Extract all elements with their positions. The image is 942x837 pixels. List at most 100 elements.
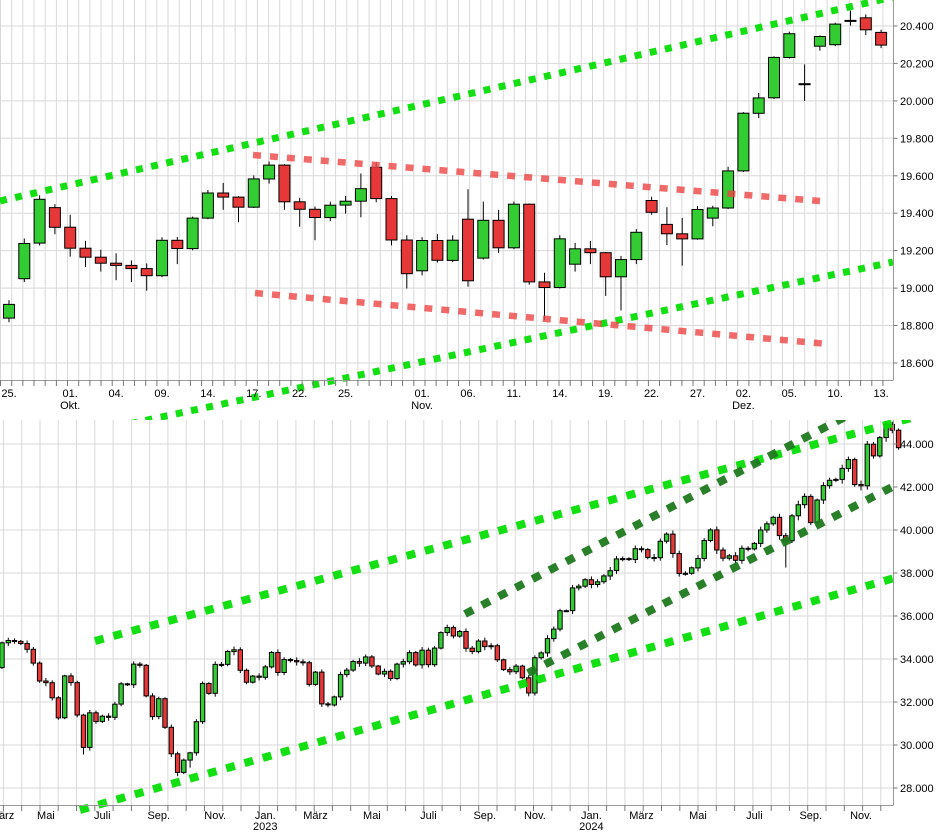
candle-up [268, 652, 275, 668]
candle-up [657, 540, 663, 559]
candle-down [294, 660, 300, 663]
candle-up [446, 239, 459, 261]
candle-down [852, 459, 858, 486]
descending-channel-lower-line [254, 289, 829, 348]
candle-up [406, 652, 413, 663]
candle-up [844, 19, 857, 22]
candle-up [186, 217, 199, 250]
candle-up [181, 759, 187, 773]
candle-down [278, 164, 291, 203]
candles [3, 10, 888, 323]
dax-chart-panel[interactable]: 25. 01. Okt. 04. 09. 14. 17. 22. 25. 01. Nov. 06. 11… [0, 0, 942, 420]
candle-down [375, 665, 381, 675]
candle-up [247, 178, 260, 208]
broad-channel-lower-line [78, 573, 900, 814]
candle-up [201, 192, 214, 219]
candle-down [300, 661, 306, 664]
candle-up [419, 649, 425, 666]
candle-down [206, 683, 212, 694]
x-axis-label: Sep. [799, 810, 822, 822]
x-axis-label: 14. [200, 388, 215, 400]
candle-down [43, 680, 49, 684]
candle-down [895, 429, 902, 449]
candle-up [798, 83, 811, 86]
x-axis-label: 10. [828, 388, 843, 400]
candle-up [3, 303, 15, 319]
candle-down [217, 192, 230, 198]
candle-up [691, 209, 704, 240]
candle-up [381, 670, 388, 675]
candle-down [24, 643, 30, 650]
x-axis-label: 05. [782, 388, 797, 400]
candle-up [789, 515, 795, 542]
x-axis-label: 06. [460, 388, 475, 400]
candle-down [55, 697, 62, 719]
candle-up [337, 674, 344, 698]
candle-up [477, 219, 490, 259]
x-axis-label: 27. [690, 388, 705, 400]
candle-up [551, 628, 557, 640]
candle-down [413, 652, 419, 666]
candle-down [168, 726, 175, 755]
candle-down [870, 443, 877, 457]
candle-up [663, 533, 670, 542]
candle-down [450, 627, 457, 637]
candle-up [87, 712, 93, 748]
x-axis-label: 01. [414, 388, 429, 400]
y-axis-label: 20.000 [900, 96, 934, 108]
candle-up [569, 587, 576, 612]
candle-down [94, 256, 107, 264]
candle-up [131, 663, 137, 686]
candle-up [601, 575, 607, 583]
candle-down [626, 558, 632, 561]
y-axis-label: 19.600 [900, 171, 934, 183]
candle-up [507, 203, 520, 249]
horizontal-gridlines [0, 25, 894, 364]
x-axis-label: 11. [507, 388, 521, 400]
x-axis-label: 14. [552, 388, 567, 400]
candle-up [569, 248, 582, 265]
candle-up [354, 188, 367, 202]
candle-down [370, 166, 383, 200]
y-axis-label: 19.000 [900, 283, 934, 295]
candle-up [632, 548, 638, 560]
candle-down [293, 201, 306, 210]
candle-up [199, 683, 206, 723]
x-axis-label: 09. [154, 388, 169, 400]
candle-down [174, 753, 181, 773]
candle-up [801, 495, 808, 506]
candle-up [820, 485, 827, 501]
candle-down [64, 226, 77, 249]
candle-down [309, 208, 321, 219]
candle-up [576, 585, 582, 589]
x-axis-label: 25. [1, 388, 16, 400]
candle-down [660, 223, 673, 235]
candle-down [584, 248, 597, 254]
candle-up [344, 669, 350, 676]
y-axis-label: 42.000 [900, 482, 934, 494]
x-axis-label: 19. [598, 388, 613, 400]
y-axis-labels: 20.400 20.200 20.000 19.800 19.600 19.400 19.2… [893, 21, 934, 370]
candle-down [469, 647, 475, 652]
candle-down [732, 555, 739, 561]
candle-up [682, 572, 689, 575]
candle-down [124, 683, 131, 686]
candle-up [156, 239, 168, 277]
candle-up [262, 666, 269, 678]
steep-channel-lower-line [526, 480, 900, 677]
x-axis-ticks [0, 380, 884, 386]
candle-up [689, 567, 695, 574]
x-axis-label: Nov. [204, 810, 226, 822]
candle-up [770, 516, 776, 525]
candle-up [833, 478, 839, 481]
candle-up [751, 542, 758, 550]
candle-up [475, 640, 482, 653]
y-axis-label: 32.000 [900, 697, 934, 709]
ascending-channel-upper-line [0, 0, 894, 205]
candle-down [256, 675, 262, 678]
candle-up [764, 523, 770, 531]
x-axis-label: Mai [363, 810, 381, 822]
candle-down [492, 219, 505, 249]
dow-chart-panel[interactable]: MärzMaiJuliSep.Nov.Jan.2023MärzMaiJuliSe… [0, 420, 942, 837]
